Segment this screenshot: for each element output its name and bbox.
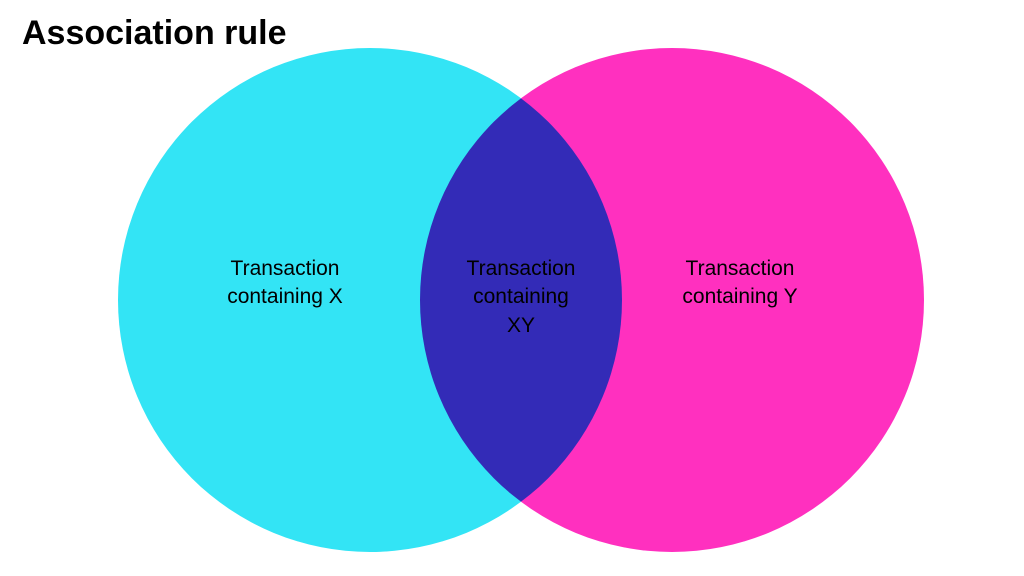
label-right-line2: containing Y: [682, 285, 797, 308]
label-left-line1: Transaction: [231, 257, 340, 280]
label-left-line2: containing X: [227, 285, 343, 308]
label-intersection-line3: XY: [507, 314, 535, 337]
label-left: Transaction containing X: [195, 255, 375, 312]
label-right-line1: Transaction: [686, 257, 795, 280]
label-right: Transaction containing Y: [650, 255, 830, 312]
venn-diagram: Association rule Transaction containing …: [0, 0, 1024, 576]
label-intersection-line2: containing: [473, 285, 569, 308]
label-intersection: Transaction containing XY: [451, 255, 591, 340]
diagram-title: Association rule: [22, 14, 287, 53]
label-intersection-line1: Transaction: [467, 257, 576, 280]
